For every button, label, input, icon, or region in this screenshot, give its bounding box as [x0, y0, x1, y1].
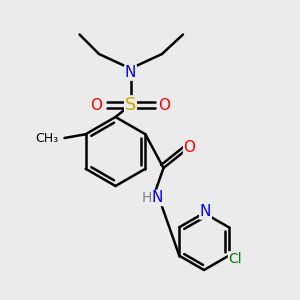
Text: O: O [158, 98, 170, 112]
Text: CH₃: CH₃ [35, 131, 58, 145]
Text: N: N [200, 204, 211, 219]
Text: Cl: Cl [229, 252, 242, 266]
Text: O: O [184, 140, 196, 155]
Text: N: N [125, 65, 136, 80]
Text: S: S [125, 96, 136, 114]
Text: O: O [91, 98, 103, 112]
Text: N: N [152, 190, 163, 206]
Text: H: H [141, 191, 152, 205]
